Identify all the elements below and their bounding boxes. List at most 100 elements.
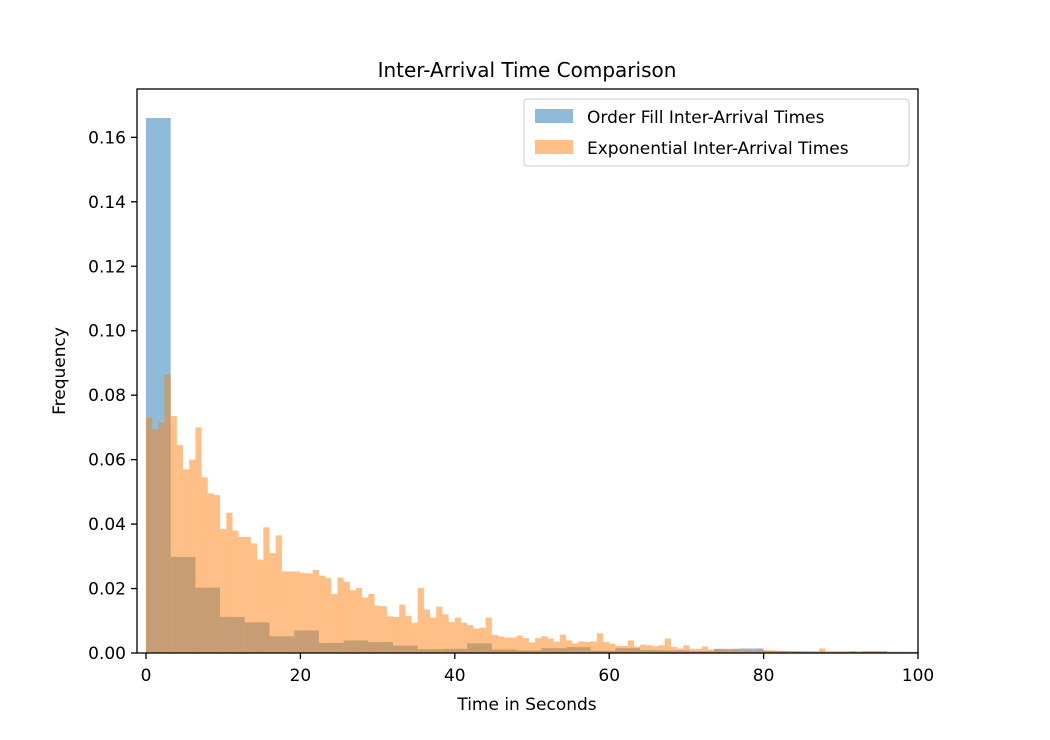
y-tick-label: 0.02: [88, 580, 126, 600]
x-tick-label: 100: [902, 666, 934, 686]
bar-series-1-bin-71: [584, 642, 591, 653]
y-tick-label: 0.06: [88, 451, 126, 471]
bar-series-1-bin-97: [745, 650, 752, 653]
bar-series-1-bin-36: [368, 594, 375, 653]
bar-series-1-bin-66: [553, 641, 560, 653]
bar-series-1-bin-51: [460, 622, 468, 653]
bar-series-1-bin-109: [819, 648, 826, 653]
bar-series-1-bin-23: [288, 571, 295, 653]
bar-series-1-bin-25: [300, 573, 307, 653]
bar-series-1-bin-33: [349, 590, 356, 653]
bar-series-1-bin-75: [609, 643, 616, 653]
bar-series-1-bin-87: [683, 645, 690, 653]
bar-series-1-bin-65: [547, 638, 554, 653]
bar-series-1-bin-14: [232, 530, 239, 653]
bar-series-1-bin-24: [294, 571, 301, 653]
bar-series-1-bin-73: [596, 633, 604, 653]
bar-series-1-bin-94: [726, 650, 733, 653]
bar-series-1-bin-89: [695, 648, 702, 653]
bar-series-1-bin-12: [220, 528, 227, 653]
bar-series-1-bin-106: [800, 651, 807, 653]
x-axis-label: Time in Seconds: [456, 695, 596, 715]
bar-series-1-bin-40: [393, 616, 400, 653]
bar-series-1-bin-5: [176, 445, 184, 653]
bar-series-1-bin-78: [627, 640, 634, 653]
bar-series-1-bin-26: [306, 573, 313, 653]
bar-series-1-bin-98: [751, 650, 758, 653]
bar-series-1-bin-2: [158, 422, 165, 653]
bar-series-1-bin-42: [405, 615, 412, 653]
x-tick-label: 40: [444, 666, 466, 686]
bar-series-1-bin-3: [164, 374, 171, 653]
bar-series-1-bin-74: [603, 642, 610, 653]
bar-series-1-bin-76: [615, 645, 622, 653]
bar-series-1-bin-50: [454, 617, 461, 653]
bar-series-1-bin-52: [467, 625, 474, 653]
bar-series-1-bin-107: [806, 651, 814, 653]
bar-series-1-bin-45: [423, 609, 431, 653]
bar-series-1-bin-10: [207, 493, 214, 653]
bar-series-1-bin-46: [430, 617, 437, 653]
bar-series-1-bin-114: [850, 651, 857, 653]
bar-series-1-bin-0: [146, 417, 153, 653]
bar-series-1-bin-69: [572, 643, 579, 653]
bar-series-1-bin-21: [275, 535, 282, 653]
bar-series-1-bin-7: [189, 459, 196, 653]
bar-series-1-bin-15: [238, 536, 245, 653]
bar-series-1-bin-30: [331, 594, 338, 653]
x-tick-label: 0: [141, 666, 152, 686]
bar-series-1-bin-54: [479, 627, 486, 653]
bar-series-1-bin-48: [442, 614, 449, 653]
legend-box: [523, 98, 910, 167]
x-tick-label: 60: [598, 666, 620, 686]
bar-series-1-bin-68: [565, 640, 573, 653]
bar-series-1-bin-29: [325, 577, 332, 653]
bar-series-1-bin-53: [473, 628, 480, 653]
bar-series-1-bin-99: [757, 649, 764, 653]
bar-series-1-bin-81: [646, 645, 653, 653]
y-tick-label: 0.12: [88, 257, 126, 277]
bar-series-1-bin-102: [775, 650, 783, 653]
bar-series-1-bin-64: [541, 636, 548, 653]
x-axis-ticks: 0 20 40 60 80 100: [141, 653, 934, 686]
bar-series-1-bin-63: [535, 638, 542, 653]
bar-series-1-bin-9: [201, 477, 208, 653]
bar-series-1-bin-56: [491, 634, 499, 653]
bar-series-1-bin-8: [195, 427, 202, 653]
bar-series-1-bin-90: [701, 646, 709, 653]
bar-series-1-bin-22: [281, 571, 289, 653]
y-tick-label: 0.04: [88, 515, 126, 535]
bar-series-1-bin-55: [485, 617, 492, 653]
bar-series-1-bin-13: [226, 512, 233, 653]
bar-series-1-bin-47: [436, 606, 443, 653]
bar-series-1-bin-92: [714, 649, 721, 653]
y-tick-label: 0.16: [88, 128, 126, 148]
bar-series-1-bin-11: [213, 495, 221, 653]
y-tick-label: 0.08: [88, 386, 126, 406]
legend-swatch-exponential: [535, 140, 573, 154]
bar-series-1-bin-100: [763, 650, 770, 653]
bar-series-1-bin-88: [689, 648, 696, 653]
y-tick-label: 0.10: [88, 322, 126, 342]
x-tick-label: 80: [753, 666, 775, 686]
bar-series-1-bin-82: [652, 646, 659, 653]
bar-series-1-bin-101: [769, 650, 776, 653]
bar-series-1-bin-41: [399, 604, 406, 653]
bar-series-1-bin-93: [720, 649, 727, 653]
bar-series-1-bin-6: [183, 469, 190, 653]
bar-series-1-bin-104: [788, 651, 795, 653]
bar-series-1-bin-18: [257, 559, 264, 653]
bar-series-1-bin-91: [708, 649, 715, 653]
plot-frame: [136, 88, 919, 654]
bar-series-1-bin-59: [510, 637, 517, 653]
bar-series-1-bin-49: [448, 622, 455, 653]
bar-series-1-bin-34: [355, 587, 363, 653]
y-axis-label: Frequency: [50, 327, 70, 415]
y-tick-label: 0.14: [88, 193, 126, 213]
bar-series-1-bin-28: [318, 575, 326, 653]
bar-series-1-bin-86: [677, 648, 684, 653]
y-axis-ticks: 0.00 0.02 0.04 0.06 0.08 0.10 0.12 0.14 0.16: [88, 128, 137, 664]
bar-series-1-bin-38: [380, 606, 387, 653]
bar-series-1-bin-43: [411, 622, 418, 653]
